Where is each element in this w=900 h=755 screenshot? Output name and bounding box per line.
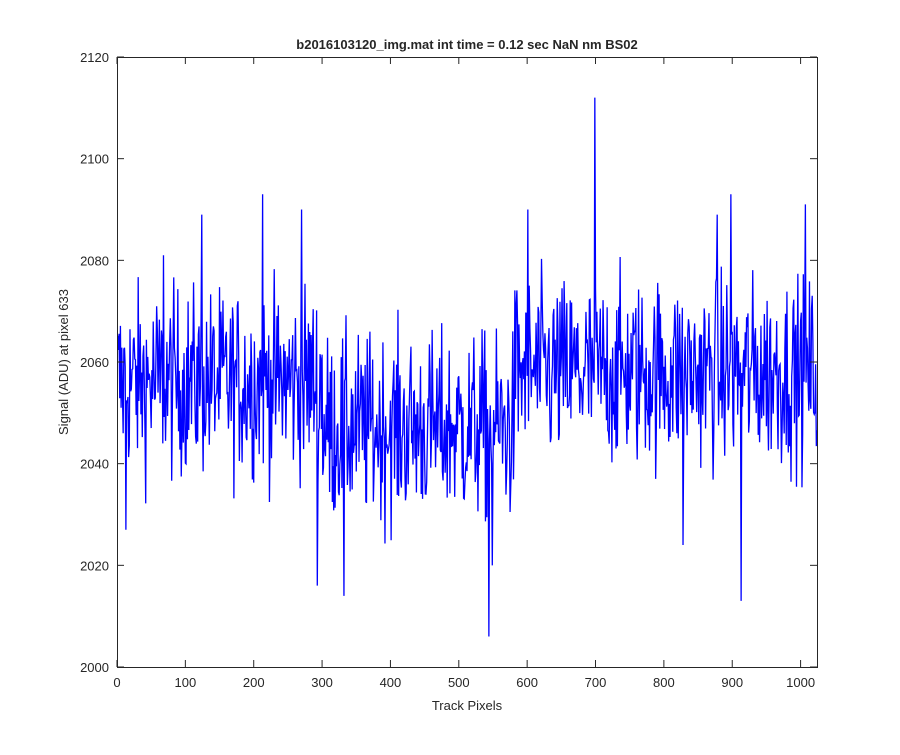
y-tick-label: 2080 — [80, 253, 109, 268]
y-tick-label: 2000 — [80, 660, 109, 675]
x-tick-label: 1000 — [786, 675, 815, 690]
y-tick-label: 2040 — [80, 457, 109, 472]
x-tick-label: 600 — [516, 675, 538, 690]
series-line — [117, 97, 818, 637]
y-tick-label: 2020 — [80, 558, 109, 573]
series-layer — [117, 97, 818, 637]
y-tick-label: 2100 — [80, 152, 109, 167]
x-axis-label: Track Pixels — [432, 698, 503, 713]
x-tick-label: 900 — [721, 675, 743, 690]
x-tick-label: 800 — [653, 675, 675, 690]
x-tick-label: 100 — [175, 675, 197, 690]
x-tick-label: 200 — [243, 675, 265, 690]
y-axis-label: Signal (ADU) at pixel 633 — [56, 289, 71, 435]
y-tick-label: 2060 — [80, 355, 109, 370]
y-tick-label: 2120 — [80, 50, 109, 65]
x-tick-label: 0 — [113, 675, 120, 690]
chart-title: b2016103120_img.mat int time = 0.12 sec … — [296, 37, 637, 52]
x-tick-label: 500 — [448, 675, 470, 690]
x-tick-label: 300 — [311, 675, 333, 690]
y-axis: 2000 2020 2040 2060 2080 2100 2120 — [80, 50, 817, 675]
x-tick-label: 400 — [380, 675, 402, 690]
x-tick-label: 700 — [585, 675, 607, 690]
x-axis: 0 100 200 300 400 500 600 700 800 900 1000 — [113, 57, 815, 690]
